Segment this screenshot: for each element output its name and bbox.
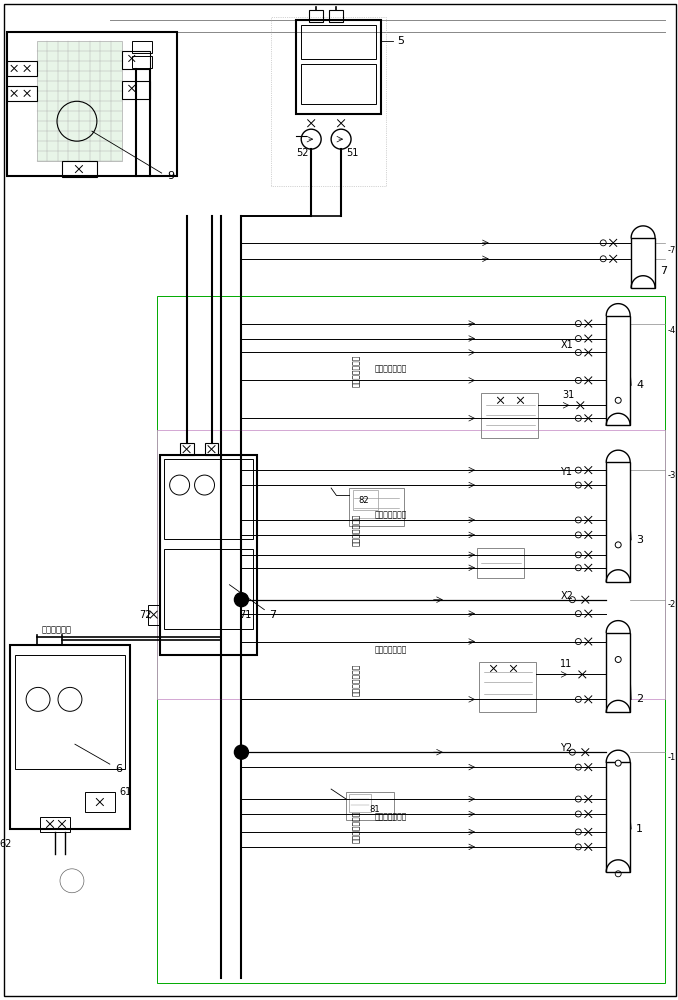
Bar [309,10,323,22]
Text: 5: 5 [397,36,404,46]
Bar [148,605,160,625]
Circle shape [615,397,621,403]
Bar [606,462,630,582]
Bar [122,81,150,99]
Text: X1: X1 [561,340,573,350]
Text: 82: 82 [359,496,370,505]
Bar [301,64,376,104]
Text: 72: 72 [139,610,152,620]
Bar [163,459,254,539]
Text: Y1: Y1 [561,467,572,477]
Text: 1: 1 [636,824,643,834]
Bar [479,662,536,712]
Text: 3: 3 [636,535,643,545]
Text: 31: 31 [562,390,575,400]
Bar [7,32,177,176]
Text: 52: 52 [296,148,308,158]
Bar [85,792,115,812]
Text: 用乃暖甚食宁始: 用乃暖甚食宁始 [351,663,361,696]
Bar [10,645,129,829]
Text: 用乃暖甚食宁始: 用乃暖甚食宁始 [351,811,361,843]
Bar [15,655,125,769]
Text: 田乃暖甚食宁始: 田乃暖甚食宁始 [375,645,407,654]
Bar [349,488,404,526]
Text: Y2: Y2 [561,743,572,753]
Bar [606,633,630,712]
Text: -7: -7 [668,246,677,255]
Bar [180,443,193,455]
Bar [205,443,218,455]
Bar [7,86,37,101]
Bar [477,548,525,578]
Text: -4: -4 [668,326,676,335]
Bar [62,161,97,177]
Circle shape [615,542,621,548]
Bar [481,393,538,438]
Text: 51: 51 [346,148,359,158]
Bar [296,20,381,114]
Text: 62: 62 [0,839,12,849]
Text: -2: -2 [668,600,676,609]
Bar [346,792,394,820]
Bar [40,817,70,832]
Bar [132,56,152,68]
Bar [349,794,371,812]
Bar [606,762,630,872]
Bar [157,296,665,983]
Text: 4: 4 [636,380,643,390]
Text: 7: 7 [660,266,667,276]
Text: 71: 71 [239,610,252,620]
Text: 61: 61 [120,787,132,797]
Text: 用乃暖甚食宁始: 用乃暖甚食宁始 [351,354,361,387]
Text: -1: -1 [668,753,676,762]
Bar [132,41,152,53]
Bar [37,41,122,161]
Text: 田乃暖甚食宁始: 田乃暖甚食宁始 [375,510,407,519]
Circle shape [235,745,248,759]
Circle shape [235,593,248,607]
Bar [160,455,258,655]
Text: 用乃暖甚食宁始: 用乃暖甚食宁始 [351,514,361,546]
Bar [353,490,378,510]
Text: 田乃暖甚食宁始: 田乃暖甚食宁始 [375,812,407,821]
Bar [631,238,655,288]
Text: 6: 6 [115,764,122,774]
Bar [329,10,343,22]
Bar [122,51,150,69]
Bar [271,17,386,186]
Bar [7,61,37,76]
Text: 9: 9 [167,171,175,181]
Bar [606,316,630,425]
Bar [301,25,376,59]
Bar [163,549,254,629]
Text: 11: 11 [561,659,573,669]
Text: 2: 2 [636,694,643,704]
Text: 水冷模块机组: 水冷模块机组 [42,625,72,634]
Text: 7: 7 [269,610,277,620]
Bar [157,430,665,699]
Circle shape [615,656,621,662]
Text: 81: 81 [369,805,380,814]
Text: 田乃暖甚食宁始: 田乃暖甚食宁始 [375,364,407,373]
Circle shape [615,760,621,766]
Text: X2: X2 [561,591,574,601]
Text: -3: -3 [668,471,677,480]
